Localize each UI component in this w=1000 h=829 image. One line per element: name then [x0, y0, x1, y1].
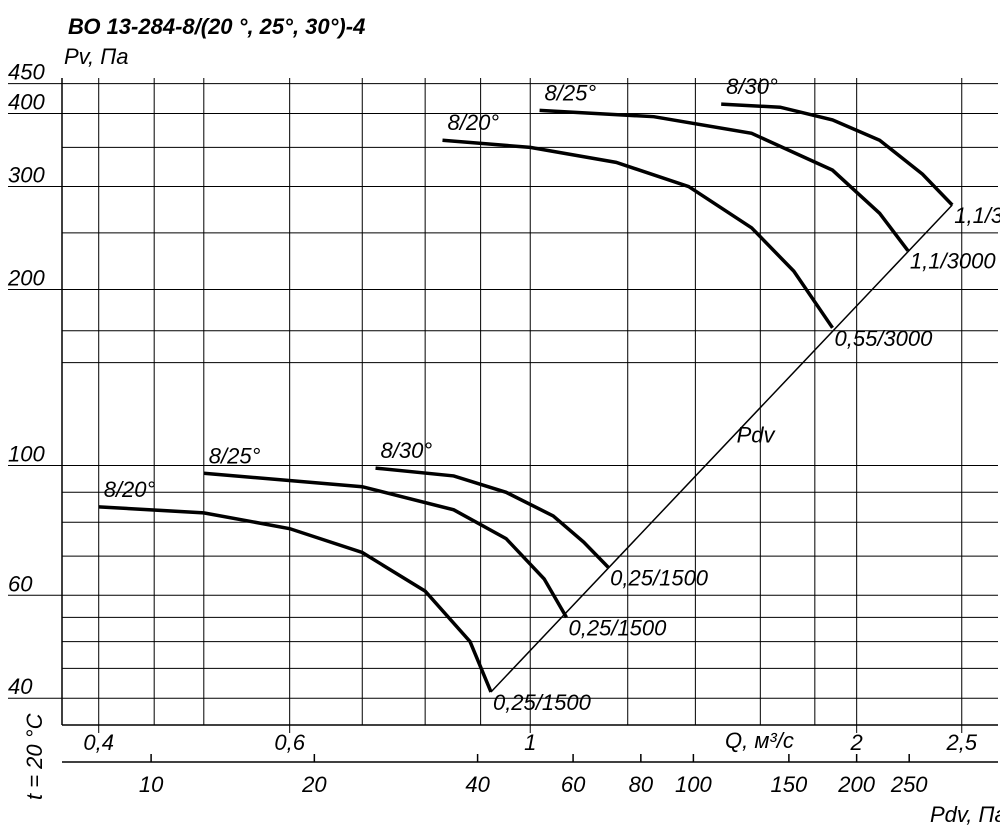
y-tick-label: 300 — [8, 163, 45, 188]
x-tick-label: 1 — [524, 730, 536, 755]
curve — [490, 204, 953, 693]
curve — [539, 108, 910, 252]
pdv-label: Pdv — [737, 422, 777, 447]
series-label: 8/30° — [726, 74, 778, 99]
y-tick-label: 200 — [7, 266, 45, 291]
series-label: 8/25° — [209, 443, 261, 468]
series-label: 8/20° — [447, 110, 499, 135]
y-axis-label: Pv, Па — [64, 44, 128, 69]
series-label: 8/30° — [381, 438, 433, 463]
x-tick-label: 0,6 — [274, 730, 305, 755]
chart-title: ВО 13-284-8/(20 °, 25°, 30°)-4 — [68, 14, 365, 39]
series-label: 8/20° — [104, 477, 156, 502]
end-label: 0,25/1500 — [568, 615, 667, 640]
x2-tick-label: 20 — [301, 772, 327, 797]
x2-tick-label: 40 — [465, 772, 490, 797]
x2-tick-label: 60 — [561, 772, 586, 797]
y-tick-label: 60 — [8, 571, 33, 596]
x-tick-label: 2 — [850, 730, 863, 755]
x2-tick-label: 10 — [139, 772, 164, 797]
x2-tick-label: 150 — [771, 772, 808, 797]
x-tick-label: 0,4 — [83, 730, 114, 755]
end-label: 0,55/3000 — [835, 326, 934, 351]
curve — [98, 505, 493, 693]
x-axis-label: Q, м³/с — [725, 728, 794, 753]
curve — [442, 138, 834, 329]
end-label: 1,1/3000 — [910, 249, 996, 274]
x2-tick-label: 100 — [675, 772, 712, 797]
x2-tick-label: 80 — [629, 772, 654, 797]
x2-axis-label: Pdv, Па — [930, 802, 1000, 827]
end-label: 1,1/3000 — [954, 203, 1000, 228]
end-label: 0,25/1500 — [610, 565, 709, 590]
end-label: 0,25/1500 — [493, 690, 592, 715]
y-tick-label: 450 — [8, 60, 45, 85]
curve — [375, 466, 610, 569]
y-tick-label: 100 — [8, 442, 45, 467]
y-tick-label: 40 — [8, 674, 33, 699]
x2-tick-label: 250 — [890, 772, 928, 797]
curve — [721, 102, 954, 207]
series-label: 8/25° — [545, 80, 597, 105]
x-tick-label: 2,5 — [945, 730, 977, 755]
y-tick-label: 400 — [8, 89, 45, 114]
side-label: t = 20 °C — [22, 713, 47, 800]
x2-tick-label: 200 — [837, 772, 875, 797]
curve — [203, 471, 568, 619]
